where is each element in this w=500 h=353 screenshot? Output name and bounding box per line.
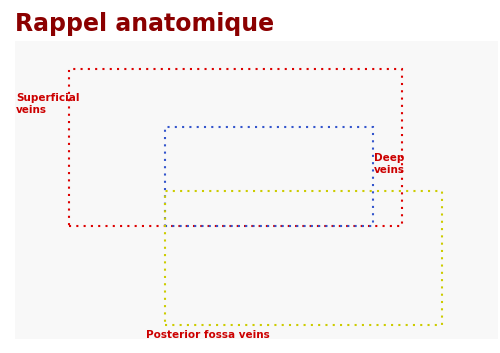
Bar (165, 191, 442, 325)
Bar (69, 69, 402, 226)
Bar (15, 41, 498, 339)
Bar (165, 127, 372, 226)
Text: Rappel anatomique: Rappel anatomique (15, 12, 274, 36)
Text: Posterior fossa veins: Posterior fossa veins (146, 330, 270, 340)
Text: Deep
veins: Deep veins (374, 153, 405, 175)
Text: Superficial
veins: Superficial veins (16, 93, 80, 115)
